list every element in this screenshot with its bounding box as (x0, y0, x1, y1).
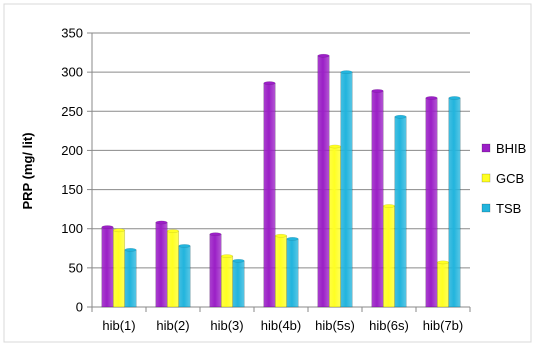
bar-bhib-hib(2) (155, 222, 168, 308)
bar-bhib-hib(3) (209, 233, 222, 308)
bar-cap (317, 53, 330, 58)
bar-cap (221, 254, 233, 258)
bar-cap (394, 114, 407, 119)
bar-cap (437, 260, 449, 265)
legend-swatch-bhib (481, 143, 491, 153)
bar-bhib-hib(6s) (371, 90, 384, 308)
y-tick-label: 100 (61, 221, 83, 236)
bar-bhib-hib(1) (101, 226, 114, 308)
bar-gcb-hib(2) (166, 230, 180, 308)
x-tick-label: hib(1) (102, 318, 135, 333)
bar-cap (383, 204, 395, 208)
bar-tsb-hib(1) (124, 249, 137, 308)
legend-label-tsb: TSB (496, 201, 521, 216)
bar-gcb-hib(5s) (328, 146, 342, 308)
bar-cap (178, 244, 191, 248)
x-tick-label: hib(7b) (423, 318, 463, 333)
bar-cap (263, 81, 276, 85)
bar-tsb-hib(2) (178, 245, 191, 308)
bar-bhib-hib(5s) (317, 55, 330, 308)
y-tick-label: 300 (61, 65, 83, 80)
bars (101, 53, 461, 308)
bar-cap (371, 89, 384, 93)
y-tick-label: 150 (61, 182, 83, 197)
bar-tsb-hib(4b) (286, 238, 299, 308)
y-tick-label: 250 (61, 104, 83, 119)
legend-swatch-gcb (481, 173, 491, 183)
bar-cap (101, 225, 114, 229)
legend-swatch-tsb (481, 203, 491, 213)
bar-cap (155, 220, 168, 225)
bar-gcb-hib(6s) (382, 205, 396, 308)
y-axis-ticks: 0 50 100 150 200 250 300 350 (61, 26, 92, 315)
x-tick-label: hib(2) (156, 318, 189, 333)
legend-label-gcb: GCB (496, 171, 524, 186)
bar-tsb-hib(7b) (448, 97, 461, 308)
bar-cap (275, 233, 287, 238)
y-axis-label: PRP (mg/ lit) (20, 132, 35, 209)
bar-tsb-hib(5s) (340, 71, 353, 308)
bar-cap (209, 232, 222, 236)
bar-gcb-hib(7b) (436, 262, 450, 308)
y-tick-label: 50 (69, 260, 83, 275)
bar-gcb-hib(4b) (274, 235, 288, 308)
bar-tsb-hib(3) (232, 260, 245, 308)
bar-gcb-hib(1) (112, 229, 126, 308)
legend: BHIB GCB TSB (481, 141, 526, 216)
bar-cap (340, 70, 353, 74)
bar-tsb-hib(6s) (394, 116, 407, 308)
bar-cap (425, 96, 438, 100)
bar-cap (232, 259, 245, 263)
x-tick-label: hib(6s) (369, 318, 409, 333)
x-tick-label: hib(3) (210, 318, 243, 333)
y-tick-label: 0 (76, 300, 83, 315)
legend-label-bhib: BHIB (496, 141, 526, 156)
bar-bhib-hib(4b) (263, 82, 276, 308)
bar-cap (448, 96, 461, 100)
bar-bhib-hib(7b) (425, 97, 438, 308)
x-tick-label: hib(4b) (261, 318, 301, 333)
x-tick-label: hib(5s) (315, 318, 355, 333)
y-tick-label: 200 (61, 143, 83, 158)
x-axis-ticks: hib(1) hib(2) hib(3) hib(4b) hib(5s) hib(6s) h… (91, 307, 471, 333)
bar-cap (167, 229, 179, 233)
bar-cap (113, 228, 125, 233)
bar-gcb-hib(3) (220, 255, 234, 308)
y-tick-label: 350 (61, 26, 83, 41)
bar-cap (329, 144, 341, 149)
bar-cap (286, 237, 299, 241)
bar-cap (124, 248, 137, 252)
